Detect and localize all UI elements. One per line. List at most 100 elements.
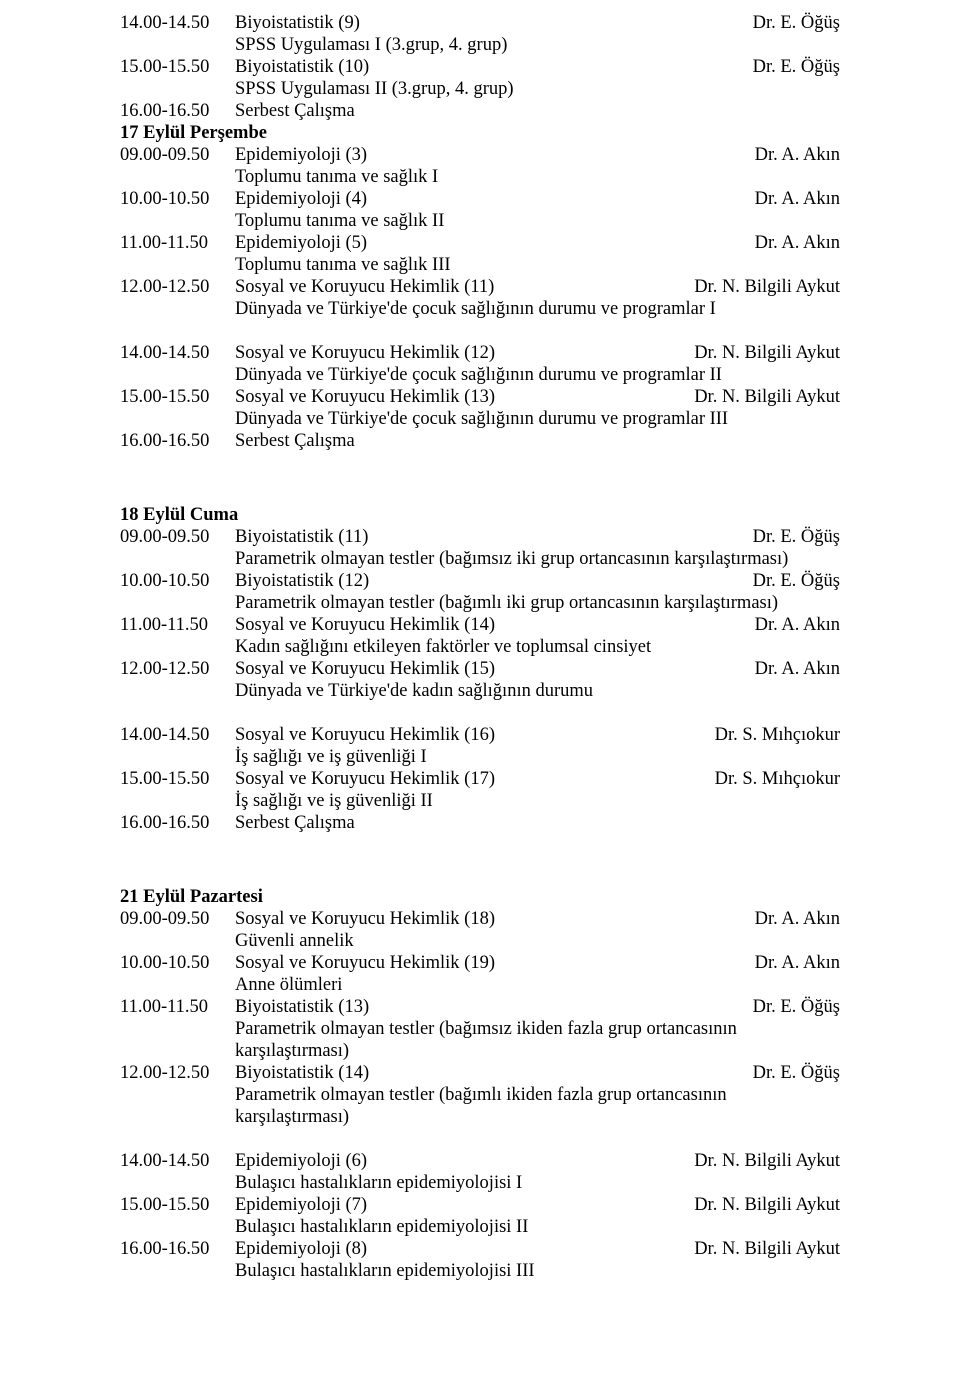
schedule-row: 14.00-14.50 Sosyal ve Koruyucu Hekimlik … [120,724,840,746]
course-name: Sosyal ve Koruyucu Hekimlik (14) [235,614,755,636]
course-name: Biyoistatistik (10) [235,56,753,78]
schedule-row: 16.00-16.50 Epidemiyoloji (8) Dr. N. Bil… [120,1238,840,1260]
instructor: Dr. N. Bilgili Aykut [694,1238,840,1260]
time-slot: 11.00-11.50 [120,996,235,1018]
course-subtitle: SPSS Uygulaması II (3.grup, 4. grup) [120,78,840,100]
time-slot: 16.00-16.50 [120,100,235,122]
schedule-row: 14.00-14.50 Epidemiyoloji (6) Dr. N. Bil… [120,1150,840,1172]
time-slot: 14.00-14.50 [120,724,235,746]
course-subtitle: Bulaşıcı hastalıkların epidemiyolojisi I… [120,1260,840,1282]
course-name: Sosyal ve Koruyucu Hekimlik (11) [235,276,694,298]
course-subtitle: Toplumu tanıma ve sağlık II [120,210,840,232]
schedule-row: 09.00-09.50 Sosyal ve Koruyucu Hekimlik … [120,908,840,930]
course-name: Sosyal ve Koruyucu Hekimlik (15) [235,658,755,680]
schedule-row: 10.00-10.50 Epidemiyoloji (4) Dr. A. Akı… [120,188,840,210]
time-slot: 12.00-12.50 [120,1062,235,1084]
course-subtitle: Toplumu tanıma ve sağlık I [120,166,840,188]
time-slot: 10.00-10.50 [120,952,235,974]
time-slot: 09.00-09.50 [120,144,235,166]
schedule-page: 14.00-14.50 Biyoistatistik (9) Dr. E. Öğ… [0,0,960,1322]
course-name: Sosyal ve Koruyucu Hekimlik (17) [235,768,715,790]
schedule-row: 11.00-11.50 Sosyal ve Koruyucu Hekimlik … [120,614,840,636]
course-name: Sosyal ve Koruyucu Hekimlik (12) [235,342,694,364]
instructor: Dr. E. Öğüş [753,570,840,592]
schedule-row: 11.00-11.50 Epidemiyoloji (5) Dr. A. Akı… [120,232,840,254]
instructor: Dr. N. Bilgili Aykut [694,276,840,298]
time-slot: 09.00-09.50 [120,908,235,930]
time-slot: 16.00-16.50 [120,1238,235,1260]
instructor: Dr. A. Akın [755,908,840,930]
schedule-row: 16.00-16.50 Serbest Çalışma [120,812,840,834]
course-subtitle: Toplumu tanıma ve sağlık III [120,254,840,276]
course-subtitle: SPSS Uygulaması I (3.grup, 4. grup) [120,34,840,56]
time-slot: 10.00-10.50 [120,188,235,210]
time-slot: 12.00-12.50 [120,658,235,680]
course-name: Biyoistatistik (9) [235,12,753,34]
schedule-row: 16.00-16.50 Serbest Çalışma [120,430,840,452]
instructor: Dr. S. Mıhçıokur [715,724,840,746]
course-subtitle: Dünyada ve Türkiye'de kadın sağlığının d… [120,680,840,702]
course-name: Sosyal ve Koruyucu Hekimlik (19) [235,952,755,974]
instructor: Dr. E. Öğüş [753,526,840,548]
schedule-row: 15.00-15.50 Sosyal ve Koruyucu Hekimlik … [120,386,840,408]
course-subtitle: Parametrik olmayan testler (bağımsız iki… [120,548,840,570]
time-slot: 14.00-14.50 [120,1150,235,1172]
instructor: Dr. N. Bilgili Aykut [694,1150,840,1172]
schedule-row: 14.00-14.50 Sosyal ve Koruyucu Hekimlik … [120,342,840,364]
schedule-row: 10.00-10.50 Sosyal ve Koruyucu Hekimlik … [120,952,840,974]
course-name: Biyoistatistik (13) [235,996,753,1018]
time-slot: 15.00-15.50 [120,1194,235,1216]
instructor: Dr. S. Mıhçıokur [715,768,840,790]
schedule-row: 14.00-14.50 Biyoistatistik (9) Dr. E. Öğ… [120,12,840,34]
time-slot: 10.00-10.50 [120,570,235,592]
course-name: Epidemiyoloji (7) [235,1194,694,1216]
course-name: Epidemiyoloji (6) [235,1150,694,1172]
day-header: 17 Eylül Perşembe [120,122,840,144]
course-subtitle: Bulaşıcı hastalıkların epidemiyolojisi I [120,1172,840,1194]
course-name: Sosyal ve Koruyucu Hekimlik (16) [235,724,715,746]
instructor: Dr. N. Bilgili Aykut [694,1194,840,1216]
course-subtitle: Kadın sağlığını etkileyen faktörler ve t… [120,636,840,658]
course-name: Serbest Çalışma [235,100,840,122]
day-header: 21 Eylül Pazartesi [120,886,840,908]
course-name: Sosyal ve Koruyucu Hekimlik (18) [235,908,755,930]
schedule-row: 10.00-10.50 Biyoistatistik (12) Dr. E. Ö… [120,570,840,592]
course-subtitle: Parametrik olmayan testler (bağımlı ikid… [120,1084,840,1128]
time-slot: 16.00-16.50 [120,430,235,452]
instructor: Dr. A. Akın [755,614,840,636]
instructor: Dr. N. Bilgili Aykut [694,386,840,408]
instructor: Dr. E. Öğüş [753,996,840,1018]
schedule-row: 12.00-12.50 Biyoistatistik (14) Dr. E. Ö… [120,1062,840,1084]
course-subtitle: Anne ölümleri [120,974,840,996]
instructor: Dr. N. Bilgili Aykut [694,342,840,364]
day-header: 18 Eylül Cuma [120,504,840,526]
time-slot: 15.00-15.50 [120,386,235,408]
time-slot: 16.00-16.50 [120,812,235,834]
instructor: Dr. E. Öğüş [753,1062,840,1084]
time-slot: 15.00-15.50 [120,56,235,78]
course-subtitle: Dünyada ve Türkiye'de çocuk sağlığının d… [120,364,840,386]
time-slot: 14.00-14.50 [120,12,235,34]
course-subtitle: Güvenli annelik [120,930,840,952]
schedule-row: 09.00-09.50 Epidemiyoloji (3) Dr. A. Akı… [120,144,840,166]
instructor: Dr. E. Öğüş [753,56,840,78]
instructor: Dr. E. Öğüş [753,12,840,34]
course-name: Sosyal ve Koruyucu Hekimlik (13) [235,386,694,408]
course-subtitle: Dünyada ve Türkiye'de çocuk sağlığının d… [120,408,840,430]
instructor: Dr. A. Akın [755,658,840,680]
course-subtitle: Parametrik olmayan testler (bağımlı iki … [120,592,840,614]
instructor: Dr. A. Akın [755,144,840,166]
course-name: Epidemiyoloji (8) [235,1238,694,1260]
course-subtitle: İş sağlığı ve iş güvenliği II [120,790,840,812]
instructor: Dr. A. Akın [755,232,840,254]
schedule-row: 11.00-11.50 Biyoistatistik (13) Dr. E. Ö… [120,996,840,1018]
time-slot: 11.00-11.50 [120,614,235,636]
course-name: Epidemiyoloji (5) [235,232,755,254]
schedule-row: 12.00-12.50 Sosyal ve Koruyucu Hekimlik … [120,658,840,680]
instructor: Dr. A. Akın [755,188,840,210]
course-name: Biyoistatistik (14) [235,1062,753,1084]
time-slot: 15.00-15.50 [120,768,235,790]
course-name: Serbest Çalışma [235,812,840,834]
course-name: Biyoistatistik (12) [235,570,753,592]
instructor: Dr. A. Akın [755,952,840,974]
